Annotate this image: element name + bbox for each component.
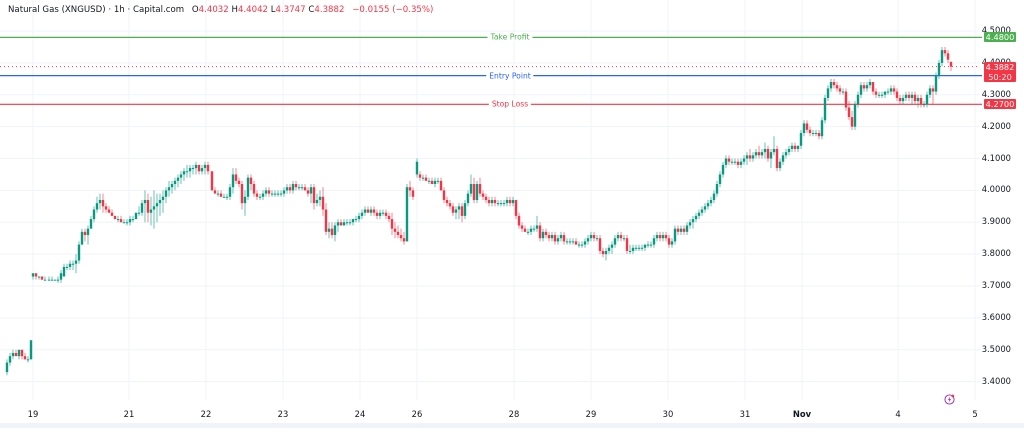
price-axis-label: 3.5000 — [981, 343, 1011, 354]
time-axis-label: 24 — [354, 409, 366, 419]
time-axis-label: 21 — [123, 409, 135, 419]
price-axis-label: 3.6000 — [981, 311, 1011, 322]
price-axis-label: 4.0000 — [981, 184, 1011, 195]
close-value: 4.3882 — [314, 5, 345, 15]
time-axis-label: Nov — [792, 409, 812, 419]
time-axis-label: 4 — [895, 409, 901, 419]
time-axis-label: 22 — [200, 409, 212, 419]
time-axis-label: 5 — [972, 409, 978, 419]
price-axis-label: 3.9000 — [981, 216, 1011, 227]
bottom-axis-border — [0, 423, 1024, 428]
take-profit-price-tag: 4.4800 — [984, 32, 1016, 43]
candles — [5, 46, 953, 376]
lightning-bolt-icon[interactable] — [944, 394, 955, 405]
price-axis-label: 3.7000 — [981, 280, 1011, 291]
time-axis-label: 26 — [411, 409, 423, 419]
time-axis-label: 30 — [662, 409, 674, 419]
time-axis-label: 31 — [739, 409, 751, 419]
price-axis-label: 3.8000 — [981, 248, 1011, 259]
stop-loss-price-tag: 4.2700 — [984, 99, 1016, 110]
time-axis-label: 19 — [27, 409, 39, 419]
symbol-name[interactable]: Natural Gas (XNGUSD) — [8, 5, 106, 15]
last-price-tag: 4.3882 50:20 — [984, 61, 1016, 82]
price-axis-label: 4.2000 — [981, 120, 1011, 131]
separator: · — [108, 5, 112, 15]
price-axis-label: 4.3000 — [981, 88, 1011, 99]
separator: · — [127, 5, 131, 15]
last-price-value: 4.3882 — [985, 61, 1015, 72]
take-profit-label: Take Profit — [487, 32, 533, 42]
data-source: Capital.com — [132, 5, 185, 15]
price-axis-label: 3.4000 — [981, 375, 1011, 386]
time-axis-label: 23 — [277, 409, 289, 419]
symbol-legend: Natural Gas (XNGUSD) · 1h · Capital.com … — [8, 5, 433, 15]
open-value: 4.4032 — [198, 5, 229, 15]
stop-loss-label: Stop Loss — [488, 99, 532, 109]
entry-point-label: Entry Point — [486, 71, 534, 81]
ohlc-values: O4.4032 H4.4042 L4.3747 C4.3882 — [191, 5, 345, 15]
price-axis-label: 4.1000 — [981, 152, 1011, 163]
low-value: 4.3747 — [275, 5, 306, 15]
change-value: −0.0155 (−0.35%) — [352, 5, 434, 15]
time-axis-label: 29 — [585, 409, 597, 419]
time-axis-label: 28 — [508, 409, 520, 419]
interval[interactable]: 1h — [113, 5, 125, 15]
high-value: 4.4042 — [237, 5, 269, 15]
price-axis-label: 4.5000 — [981, 25, 1011, 35]
bar-countdown: 50:20 — [988, 71, 1012, 82]
